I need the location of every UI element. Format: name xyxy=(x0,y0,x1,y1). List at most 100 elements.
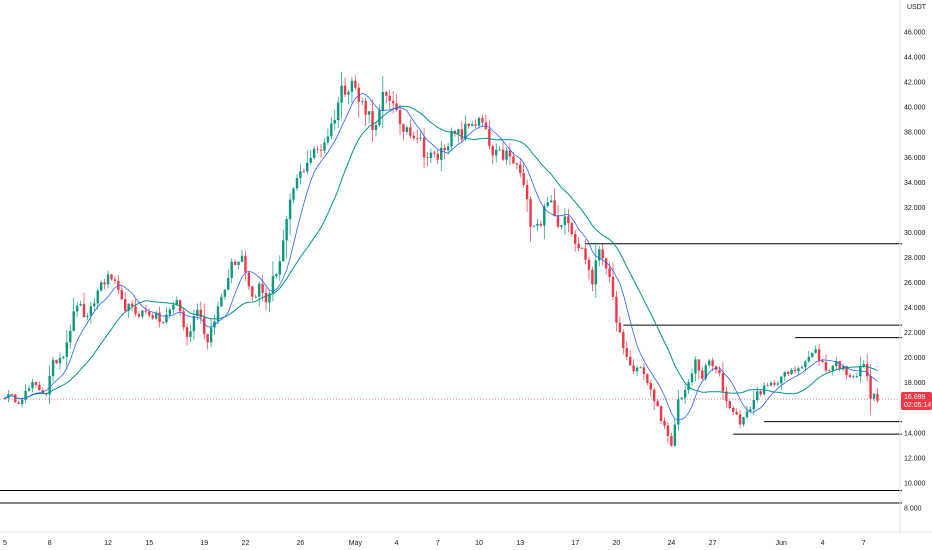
candle-body xyxy=(58,357,62,364)
candle-body xyxy=(546,202,549,207)
candle-body xyxy=(388,95,391,101)
candle-body xyxy=(694,359,697,374)
candle-body xyxy=(69,330,72,343)
candle-body xyxy=(292,188,295,200)
candle-body xyxy=(598,249,601,261)
candle-body xyxy=(611,276,615,297)
candle-body xyxy=(690,373,694,383)
candle-body xyxy=(75,305,79,312)
price-tick-label: 26.000 xyxy=(904,280,926,287)
candle-body xyxy=(285,219,288,241)
candle-body xyxy=(51,359,55,376)
candle-body xyxy=(361,100,364,102)
candle-body xyxy=(237,261,240,265)
time-axis[interactable]: 5 8 12 15 19 22 26 May 4 7 10 13 17 20 24 27 Jun 4 7 xyxy=(0,531,932,547)
candle-body xyxy=(732,408,735,412)
candle-body xyxy=(457,129,460,134)
candle-body xyxy=(412,135,415,139)
candle-body xyxy=(615,296,618,323)
candle-body xyxy=(27,388,31,391)
candle-body xyxy=(374,124,378,130)
candle-body xyxy=(838,361,841,370)
last-price-tag: 16.699 02:05:14 xyxy=(901,392,932,411)
candle-body xyxy=(38,384,41,391)
candle-body xyxy=(168,309,172,315)
candle-body xyxy=(862,364,865,367)
candle-body xyxy=(354,80,357,88)
candle-body xyxy=(340,85,343,103)
candle-body xyxy=(474,124,477,126)
candle-body xyxy=(735,411,738,415)
candle-body xyxy=(440,147,443,160)
candle-body xyxy=(580,248,584,249)
candle-body xyxy=(429,152,433,159)
candle-body xyxy=(254,296,257,298)
candle-body xyxy=(268,293,271,303)
candle-body xyxy=(780,376,783,384)
candle-body xyxy=(113,279,117,281)
candle-body xyxy=(704,365,707,379)
candle-body xyxy=(134,306,137,315)
candle-body xyxy=(845,366,848,376)
price-tick-label: 8.000 xyxy=(904,506,922,513)
candle-body xyxy=(683,390,687,398)
candle-body xyxy=(14,394,17,403)
time-tick-label: 4 xyxy=(395,540,399,547)
candle-body xyxy=(350,80,354,92)
candle-body xyxy=(295,178,299,189)
candle-body xyxy=(144,310,148,312)
candle-body xyxy=(34,382,38,385)
candle-body xyxy=(670,436,673,446)
candles xyxy=(3,71,879,447)
candle-body xyxy=(786,371,790,374)
candle-body xyxy=(587,259,591,270)
time-tick-label: 15 xyxy=(145,540,153,547)
candle-body xyxy=(405,127,409,132)
candle-body xyxy=(154,312,158,319)
candle-body xyxy=(137,314,141,317)
candle-body xyxy=(151,315,154,319)
candle-body xyxy=(508,150,512,157)
time-tick-label: 4 xyxy=(821,540,825,547)
candle-body xyxy=(316,148,319,150)
candle-body xyxy=(120,290,123,300)
price-axis[interactable]: 8.000 10.000 12.000 14.000 18.000 20.000 22.00… xyxy=(899,0,926,532)
candle-body xyxy=(306,162,309,172)
candle-body xyxy=(381,92,385,111)
candle-body xyxy=(17,402,20,404)
candle-body xyxy=(855,376,859,378)
candle-body xyxy=(742,417,745,425)
candle-body xyxy=(110,274,113,280)
candle-body xyxy=(233,261,237,265)
candle-body xyxy=(282,240,285,262)
candle-body xyxy=(872,393,876,399)
last-price-value: 16.699 xyxy=(904,394,926,401)
candle-body xyxy=(680,397,683,400)
candle-body xyxy=(309,157,312,163)
candle-body xyxy=(522,172,525,185)
candle-body xyxy=(738,414,742,425)
candle-body xyxy=(653,389,656,402)
candle-body xyxy=(776,383,780,385)
candle-body xyxy=(336,102,340,121)
candle-body xyxy=(481,118,484,123)
moving-average-fast xyxy=(4,92,878,421)
candle-body xyxy=(804,361,807,368)
price-tick-label: 44.000 xyxy=(904,55,926,62)
candle-body xyxy=(3,398,7,400)
candle-body xyxy=(460,129,464,140)
candle-body xyxy=(632,365,635,372)
candle-body xyxy=(124,299,127,311)
time-tick-label: 7 xyxy=(436,540,440,547)
candle-body xyxy=(378,110,381,125)
candle-body xyxy=(793,369,797,372)
candle-body xyxy=(464,123,467,140)
candle-body xyxy=(206,334,209,343)
candle-body xyxy=(275,274,278,277)
candle-body xyxy=(31,382,34,389)
candle-body xyxy=(560,224,563,227)
candle-body xyxy=(209,327,213,343)
candle-body xyxy=(519,164,522,173)
candle-body xyxy=(175,300,178,305)
